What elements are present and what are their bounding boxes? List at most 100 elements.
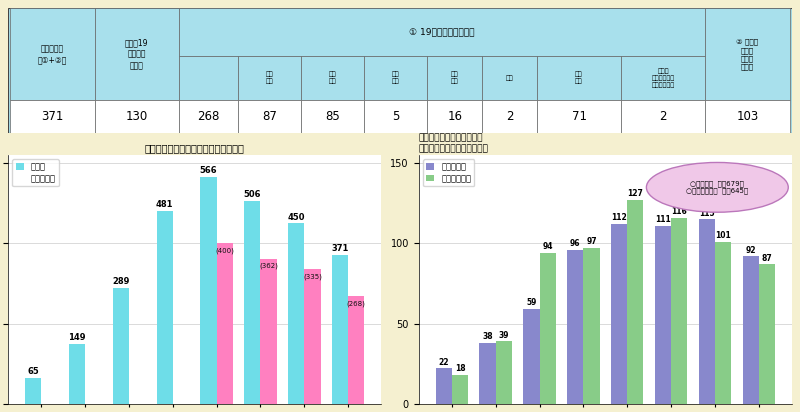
Text: 450: 450: [287, 213, 305, 222]
Bar: [671, 218, 687, 404]
Bar: [244, 201, 261, 404]
Title: 指導が不適切な教員の認定者数の推移: 指導が不適切な教員の認定者数の推移: [145, 143, 245, 153]
Text: 481: 481: [156, 200, 174, 209]
Bar: [69, 344, 85, 404]
Text: 101: 101: [715, 231, 731, 240]
FancyBboxPatch shape: [706, 8, 790, 100]
Text: 2: 2: [506, 110, 514, 123]
Text: 16: 16: [447, 110, 462, 123]
Text: 103: 103: [736, 110, 758, 123]
Text: (400): (400): [215, 247, 234, 254]
Text: 94: 94: [542, 242, 553, 251]
Bar: [611, 224, 627, 404]
FancyBboxPatch shape: [427, 56, 482, 100]
Text: 38: 38: [482, 332, 493, 341]
Text: (362): (362): [259, 262, 278, 269]
Text: 289: 289: [112, 277, 130, 286]
Bar: [567, 250, 583, 404]
FancyBboxPatch shape: [179, 100, 238, 133]
Text: (335): (335): [303, 274, 322, 280]
Text: 112: 112: [611, 213, 627, 222]
Text: ② ２０年
度から
の研修
対象者: ② ２０年 度から の研修 対象者: [737, 39, 758, 70]
Text: 85: 85: [326, 110, 340, 123]
Bar: [627, 200, 643, 404]
FancyBboxPatch shape: [482, 56, 537, 100]
FancyBboxPatch shape: [179, 56, 238, 100]
FancyBboxPatch shape: [364, 100, 427, 133]
Text: 分限
休職: 分限 休職: [451, 72, 458, 84]
Bar: [496, 341, 512, 404]
Text: 96: 96: [570, 239, 581, 248]
Legend: 退職等人数, 現場復帰人数: 退職等人数, 現場復帰人数: [423, 159, 474, 186]
FancyBboxPatch shape: [621, 56, 706, 100]
Text: 22: 22: [438, 358, 449, 367]
Bar: [583, 248, 600, 404]
Bar: [288, 223, 304, 404]
Text: 87: 87: [262, 110, 277, 123]
Text: 92: 92: [746, 246, 756, 255]
Bar: [332, 255, 348, 404]
Bar: [200, 177, 217, 404]
FancyBboxPatch shape: [179, 8, 706, 56]
FancyBboxPatch shape: [94, 100, 179, 133]
Text: 認定者総数
（①+②）: 認定者総数 （①+②）: [38, 44, 67, 64]
Text: 268: 268: [197, 110, 219, 123]
FancyBboxPatch shape: [238, 100, 301, 133]
Text: 依願
退職: 依願 退職: [329, 72, 337, 84]
Bar: [655, 226, 671, 404]
Text: 分限
免職: 分限 免職: [392, 72, 400, 84]
FancyBboxPatch shape: [537, 100, 621, 133]
FancyBboxPatch shape: [8, 8, 792, 133]
Text: 130: 130: [126, 110, 148, 123]
Text: (268): (268): [347, 300, 366, 307]
Bar: [479, 343, 496, 404]
Text: 18: 18: [454, 364, 466, 373]
Text: 研修
継続: 研修 継続: [575, 72, 583, 84]
Text: 111: 111: [655, 215, 671, 224]
FancyBboxPatch shape: [482, 100, 537, 133]
Text: その他
（定年退職１
育児休業１）: その他 （定年退職１ 育児休業１）: [652, 68, 675, 88]
FancyBboxPatch shape: [10, 8, 94, 100]
FancyBboxPatch shape: [301, 56, 364, 100]
Text: ① 19年度の研修対象者: ① 19年度の研修対象者: [410, 27, 475, 36]
Bar: [452, 375, 468, 404]
Legend: 認定者, 研修対象者: 認定者, 研修対象者: [12, 159, 59, 186]
FancyBboxPatch shape: [427, 100, 482, 133]
Bar: [436, 368, 452, 404]
Text: 5: 5: [392, 110, 399, 123]
FancyBboxPatch shape: [301, 100, 364, 133]
Text: 71: 71: [571, 110, 586, 123]
Text: 59: 59: [526, 298, 537, 307]
Text: 115: 115: [699, 208, 714, 218]
Text: 371: 371: [42, 110, 64, 123]
Text: 現場
復帰: 現場 復帰: [266, 72, 274, 84]
Bar: [523, 309, 539, 404]
Text: 371: 371: [331, 244, 349, 253]
FancyBboxPatch shape: [10, 100, 94, 133]
Bar: [539, 253, 556, 404]
Bar: [261, 258, 277, 404]
FancyBboxPatch shape: [94, 8, 179, 100]
Bar: [742, 256, 759, 404]
Bar: [113, 288, 129, 404]
FancyBboxPatch shape: [364, 56, 427, 100]
Text: 149: 149: [68, 333, 86, 342]
Bar: [715, 242, 731, 404]
Text: うち、19
年度新規
認定者: うち、19 年度新規 認定者: [125, 39, 149, 70]
Text: 116: 116: [671, 207, 687, 216]
Text: 566: 566: [200, 166, 218, 175]
Text: 39: 39: [498, 330, 509, 339]
Text: 転任: 転任: [506, 75, 514, 81]
Text: 65: 65: [27, 367, 39, 376]
Text: 97: 97: [586, 237, 597, 246]
Bar: [759, 264, 775, 404]
Text: 87: 87: [762, 253, 772, 262]
Ellipse shape: [646, 162, 788, 212]
Text: 指導が不適切な教員のうち
現場復帰または退職等した者: 指導が不適切な教員のうち 現場復帰または退職等した者: [418, 133, 489, 153]
Bar: [217, 243, 233, 404]
Bar: [25, 378, 41, 404]
FancyBboxPatch shape: [706, 100, 790, 133]
Text: 2: 2: [659, 110, 667, 123]
Bar: [698, 219, 715, 404]
FancyBboxPatch shape: [537, 56, 621, 100]
